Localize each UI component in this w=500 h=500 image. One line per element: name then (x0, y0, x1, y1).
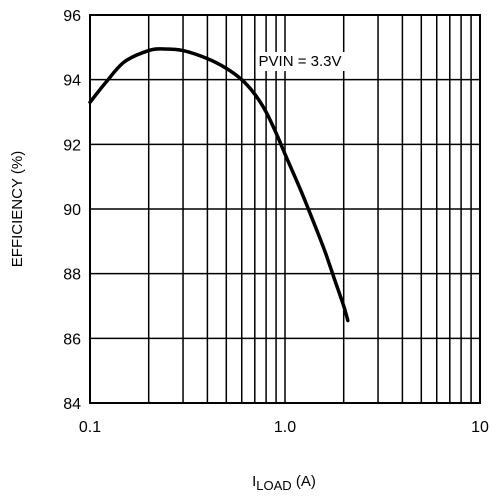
pvin-annotation: PVIN = 3.3V (259, 53, 342, 70)
x-axis-label-subscript: LOAD (256, 478, 291, 493)
y-tick-label: 84 (63, 396, 81, 413)
x-tick-label: 0.1 (79, 419, 101, 436)
x-tick-label: 1.0 (274, 419, 296, 436)
y-tick-label: 90 (63, 202, 81, 219)
y-tick-label: 94 (63, 73, 81, 90)
efficiency-curve (88, 47, 350, 323)
y-tick-label: 92 (63, 137, 81, 154)
annotation-background (255, 52, 345, 71)
x-axis-label-main: I (252, 473, 256, 490)
y-tick-label: 86 (63, 331, 81, 348)
y-tick-label: 88 (63, 267, 81, 284)
plot-frame (89, 14, 481, 404)
y-axis-label: EFFICIENCY (%) (9, 151, 26, 267)
x-axis-label-unit: (A) (292, 473, 316, 490)
grid (89, 14, 480, 404)
y-tick-label: 96 (63, 8, 81, 25)
y-tick-labels: 84 86 88 90 92 94 96 (63, 8, 81, 413)
x-tick-label: 10 (471, 419, 489, 436)
x-tick-labels: 0.1 1.0 10 (79, 419, 489, 436)
x-axis-label: ILOAD (A) (252, 473, 316, 493)
